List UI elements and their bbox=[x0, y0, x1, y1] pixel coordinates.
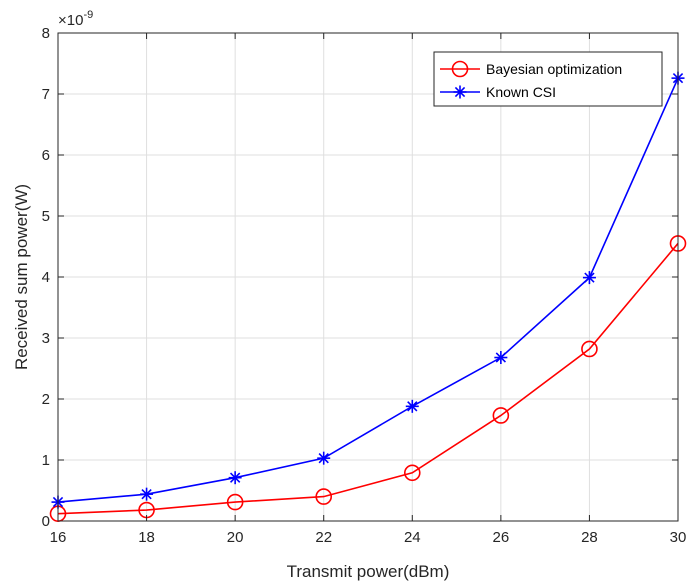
x-tick-label: 28 bbox=[581, 529, 598, 546]
series-line bbox=[57, 77, 679, 503]
x-tick-label: 20 bbox=[227, 529, 244, 546]
legend-entry: Bayesian optimization bbox=[440, 60, 622, 78]
y-tick-label: 8 bbox=[42, 25, 50, 42]
y-axis-label: Received sum power(W) bbox=[12, 184, 31, 370]
grid-lines bbox=[58, 33, 678, 521]
data-point bbox=[315, 488, 333, 505]
legend-marker bbox=[451, 60, 469, 78]
data-point bbox=[581, 340, 598, 358]
x-tick-label: 30 bbox=[670, 529, 687, 546]
x-axis-label: Transmit power(dBm) bbox=[287, 562, 450, 581]
data-point bbox=[582, 271, 596, 285]
x-tick-label: 16 bbox=[50, 529, 67, 546]
legend: Bayesian optimization Known CSI bbox=[433, 51, 663, 107]
tick-labels: 16 18 20 22 24 26 28 30 0 1 2 3 4 5 6 7 8 bbox=[42, 25, 687, 546]
data-point bbox=[492, 407, 510, 424]
y-tick-label: 2 bbox=[42, 391, 50, 408]
data-point bbox=[494, 351, 508, 365]
data-point bbox=[228, 471, 242, 485]
legend-label: Bayesian optimization bbox=[486, 61, 622, 77]
y-tick-label: 6 bbox=[42, 147, 50, 164]
y-tick-label: 1 bbox=[42, 452, 50, 469]
y-tick-label: 5 bbox=[42, 208, 50, 225]
x-tick-label: 24 bbox=[404, 529, 421, 546]
data-point bbox=[405, 399, 419, 413]
x-tick-label: 18 bbox=[138, 529, 155, 546]
tick-marks bbox=[57, 32, 679, 522]
data-point bbox=[403, 464, 421, 482]
x-tick-label: 22 bbox=[315, 529, 332, 546]
data-point bbox=[140, 487, 154, 501]
y-tick-label: 3 bbox=[42, 330, 50, 347]
y-tick-label: 0 bbox=[42, 513, 50, 530]
data-point bbox=[317, 451, 331, 465]
data-point bbox=[226, 493, 244, 511]
series-line bbox=[57, 242, 679, 515]
legend-marker bbox=[453, 85, 467, 99]
legend-entry: Known CSI bbox=[440, 84, 556, 100]
y-exponent-label: ×10-9 bbox=[58, 9, 93, 29]
y-tick-label: 4 bbox=[42, 269, 50, 286]
y-tick-label: 7 bbox=[42, 86, 50, 103]
x-tick-label: 26 bbox=[493, 529, 510, 546]
legend-label: Known CSI bbox=[486, 84, 556, 100]
legend-box bbox=[433, 51, 663, 107]
